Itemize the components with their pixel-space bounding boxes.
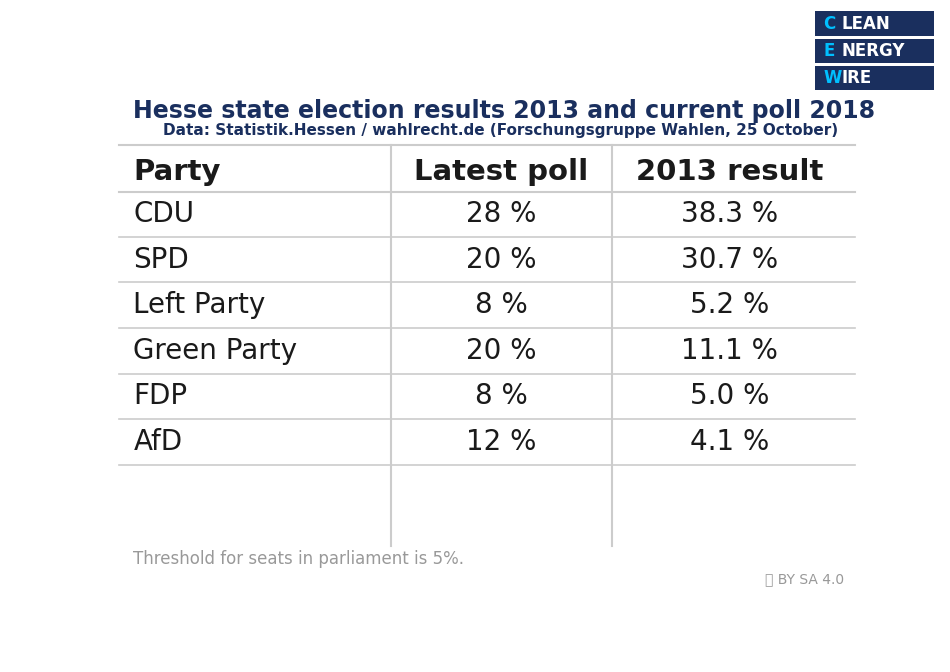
Text: W: W <box>824 69 842 87</box>
Text: Ⓒ BY SA 4.0: Ⓒ BY SA 4.0 <box>765 573 844 587</box>
Text: AfD: AfD <box>133 428 182 456</box>
Text: C: C <box>824 15 836 33</box>
Text: CDU: CDU <box>133 200 195 228</box>
Text: IRE: IRE <box>842 69 871 87</box>
Bar <box>815 66 934 91</box>
Text: NERGY: NERGY <box>842 42 904 60</box>
Text: Hesse state election results 2013 and current poll 2018: Hesse state election results 2013 and cu… <box>133 99 876 123</box>
Text: Latest poll: Latest poll <box>414 158 589 186</box>
Text: LEAN: LEAN <box>842 15 890 33</box>
Text: 20 %: 20 % <box>466 246 537 274</box>
Text: Threshold for seats in parliament is 5%.: Threshold for seats in parliament is 5%. <box>133 550 465 569</box>
Text: 8 %: 8 % <box>475 291 528 319</box>
Text: 38.3 %: 38.3 % <box>681 200 778 228</box>
Text: 30.7 %: 30.7 % <box>681 246 778 274</box>
Text: 2013 result: 2013 result <box>636 158 824 186</box>
Text: 5.2 %: 5.2 % <box>691 291 770 319</box>
Text: E: E <box>824 42 835 60</box>
Text: 4.1 %: 4.1 % <box>691 428 770 456</box>
Text: FDP: FDP <box>133 382 187 411</box>
Bar <box>815 11 934 36</box>
Text: Data: Statistik.Hessen / wahlrecht.de (Forschungsgruppe Wahlen, 25 October): Data: Statistik.Hessen / wahlrecht.de (F… <box>163 123 838 138</box>
Text: SPD: SPD <box>133 246 189 274</box>
Bar <box>815 39 934 63</box>
Text: Party: Party <box>133 158 221 186</box>
Text: 11.1 %: 11.1 % <box>681 337 778 365</box>
Text: 12 %: 12 % <box>466 428 537 456</box>
Text: Left Party: Left Party <box>133 291 266 319</box>
Text: 28 %: 28 % <box>466 200 537 228</box>
Text: 8 %: 8 % <box>475 382 528 411</box>
Text: 5.0 %: 5.0 % <box>690 382 770 411</box>
Text: 20 %: 20 % <box>466 337 537 365</box>
Text: Green Party: Green Party <box>133 337 297 365</box>
